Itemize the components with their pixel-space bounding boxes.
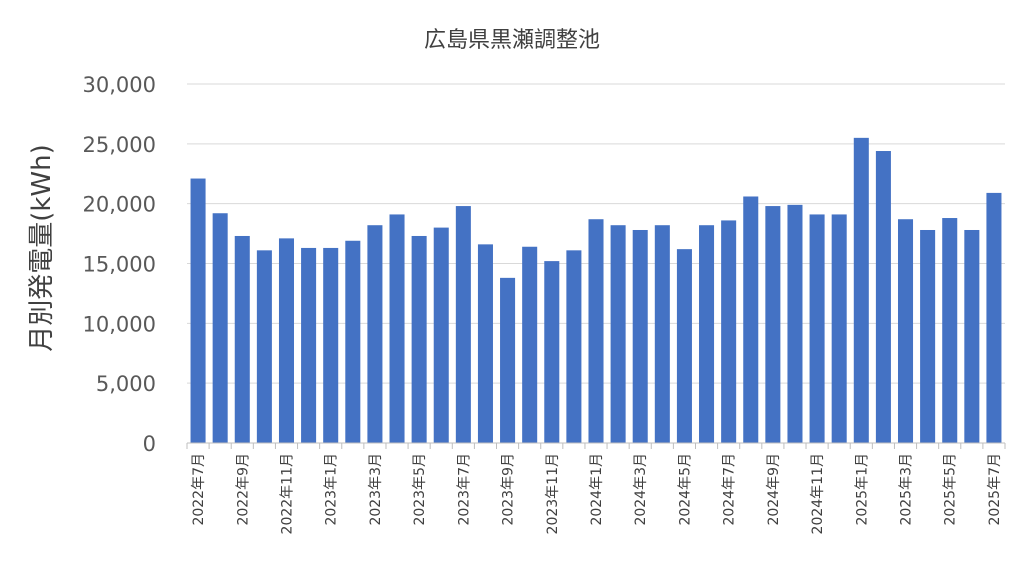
x-axis-ticks: 2022年7月 2022年9月 2022年11月 2023年1月 2023年3月 2023… [186, 443, 1006, 534]
bar [212, 213, 228, 443]
x-tick-label: 2025年3月 [899, 453, 915, 526]
x-tick-label: 2023年9月 [501, 453, 517, 526]
chart-title: 広島県黒瀬調整池 [424, 28, 600, 53]
bar [455, 206, 471, 443]
x-tick-label: 2024年7月 [722, 453, 738, 526]
bar [389, 214, 405, 443]
bar [278, 238, 295, 443]
bar [964, 229, 980, 443]
y-tick-label: 25,000 [83, 133, 156, 157]
x-tick-label: 2023年11月 [545, 453, 561, 534]
bar [345, 240, 361, 443]
x-tick-label: 2024年1月 [589, 453, 605, 526]
bar [610, 225, 626, 443]
bar [787, 204, 803, 443]
bar [765, 206, 781, 443]
bar [566, 250, 582, 443]
bar [522, 246, 538, 443]
bar [897, 219, 914, 443]
bar [500, 277, 516, 443]
x-tick-label: 2023年3月 [368, 453, 384, 526]
y-tick-label: 10,000 [83, 312, 156, 336]
y-tick-label: 15,000 [83, 253, 156, 277]
bar [853, 137, 869, 443]
y-tick-label: 30,000 [83, 73, 156, 97]
bar [477, 244, 493, 443]
bar [920, 229, 936, 443]
bar [588, 219, 604, 443]
x-tick-label: 2023年5月 [412, 453, 428, 526]
bars [190, 137, 1002, 443]
y-tick-label: 20,000 [83, 193, 156, 217]
x-tick-label: 2022年7月 [191, 453, 207, 526]
x-tick-label: 2024年11月 [810, 453, 826, 534]
y-axis-label: 月別発電量(kWh) [27, 144, 57, 352]
bar [234, 235, 250, 443]
x-tick-label: 2023年7月 [456, 453, 472, 526]
bar [190, 178, 206, 443]
bar [942, 218, 958, 443]
bar [323, 247, 339, 443]
bar [632, 229, 648, 443]
bar [367, 225, 383, 443]
bar [986, 192, 1002, 443]
x-tick-label: 2025年5月 [943, 453, 959, 526]
bar [676, 249, 692, 443]
bar [721, 220, 737, 443]
x-tick-label: 2024年3月 [633, 453, 649, 526]
y-tick-label: 0 [143, 432, 156, 456]
bar [809, 214, 825, 443]
x-tick-label: 2022年11月 [279, 453, 295, 534]
x-tick-label: 2024年9月 [766, 453, 782, 526]
bar [256, 250, 272, 443]
y-axis-ticks: 0 5,000 10,000 15,000 20,000 25,000 30,000 [83, 73, 156, 456]
bar [433, 227, 449, 443]
bar [831, 214, 847, 443]
x-tick-label: 2025年7月 [987, 453, 1003, 526]
x-tick-label: 2024年5月 [677, 453, 693, 526]
bar [743, 196, 759, 443]
bar [544, 261, 560, 443]
bar [699, 225, 715, 443]
x-tick-label: 2023年1月 [324, 453, 340, 526]
bar [301, 247, 317, 443]
x-tick-label: 2022年9月 [235, 453, 251, 526]
bar [875, 151, 891, 443]
bar [411, 235, 427, 443]
x-tick-label: 2025年1月 [854, 453, 870, 526]
bar [654, 225, 670, 443]
y-tick-label: 5,000 [96, 372, 156, 396]
